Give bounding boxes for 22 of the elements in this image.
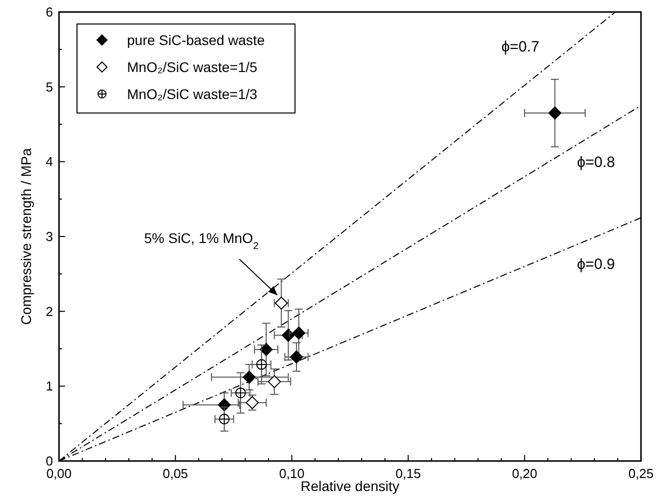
x-tick-label: 0,00: [46, 466, 72, 481]
legend-label: pure SiC-based waste: [127, 32, 265, 48]
series-label: ϕ=0.8: [576, 154, 616, 172]
y-tick-label: 6: [46, 4, 53, 20]
x-tick-label: 0,10: [279, 466, 304, 481]
y-tick-label: 2: [46, 304, 53, 319]
y-tick-label: 5: [46, 79, 53, 94]
series-label: ϕ=0.9: [576, 256, 616, 273]
x-tick-label: 0,05: [162, 466, 188, 481]
y-tick-label: 0: [46, 454, 53, 468]
x-tick-label: 0,20: [512, 466, 538, 481]
x-axis-title: Relative density: [300, 478, 400, 494]
annotation: 5% SiC, 1% MnO$_{2}$: [144, 230, 259, 252]
x-tick-label: 0,15: [396, 466, 421, 481]
series-label: ϕ=0.7: [501, 38, 540, 56]
y-tick-label: 4: [46, 154, 53, 170]
legend-label: MnO₂/SiC waste=1/5: [127, 59, 258, 75]
y-axis-title: Compressive strength / MPa: [18, 148, 34, 325]
y-tick-label: 3: [46, 229, 53, 244]
y-tick-label: 1: [46, 378, 53, 394]
x-tick-label: 0,25: [628, 466, 654, 481]
legend-label: MnO₂/SiC waste=1/3: [127, 86, 258, 102]
